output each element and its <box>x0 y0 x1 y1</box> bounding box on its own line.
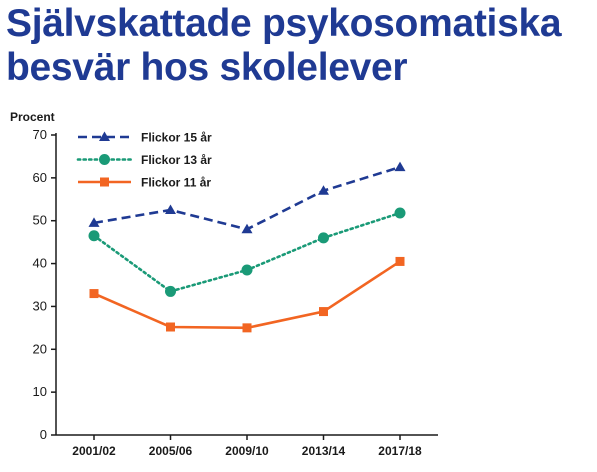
x-tick-label: 2005/06 <box>149 444 193 458</box>
y-tick-label: 10 <box>33 384 47 399</box>
series-line <box>93 165 401 231</box>
series-3 <box>89 256 405 333</box>
data-point <box>99 131 110 141</box>
data-point <box>318 232 329 244</box>
x-tick-label: 2013/14 <box>302 444 346 458</box>
data-point <box>394 161 406 172</box>
y-tick-label: 60 <box>33 170 47 185</box>
y-tick-label: 20 <box>33 341 47 356</box>
data-point <box>165 285 176 297</box>
y-tick-label: 50 <box>33 213 47 228</box>
legend-item: Flickor 15 år <box>78 131 212 145</box>
legend-label: Flickor 11 år <box>141 176 211 190</box>
data-point <box>319 307 328 317</box>
data-point <box>241 264 253 276</box>
data-point <box>166 322 175 332</box>
data-point <box>89 289 99 299</box>
data-point <box>88 217 100 227</box>
y-tick-label: 40 <box>33 256 47 271</box>
series-1 <box>88 161 406 234</box>
chart-title-line-1: Självskattade psykosomatiska <box>6 2 562 45</box>
x-tick-label: 2009/10 <box>225 444 269 458</box>
legend-item: Flickor 11 år <box>78 176 211 190</box>
y-tick-label: 30 <box>33 298 47 313</box>
data-point <box>395 256 405 266</box>
series-layer <box>88 161 406 333</box>
data-point <box>100 177 109 187</box>
y-tick-label: 0 <box>40 427 47 442</box>
data-point <box>241 223 253 234</box>
legend-item: Flickor 13 år <box>76 153 212 167</box>
axes: 0 10 20 30 40 50 60 70 2001/02 2005/06 2009/10 2013… <box>33 127 438 458</box>
data-point <box>99 154 110 165</box>
legend-label: Flickor 15 år <box>141 131 212 145</box>
chart-title: Självskattade psykosomatiska besvär hos … <box>6 2 562 90</box>
legend-label: Flickor 13 år <box>141 153 212 167</box>
x-tick-label: 2001/02 <box>72 444 116 458</box>
data-point <box>318 185 329 195</box>
y-tick-label: 70 <box>33 127 47 142</box>
data-point <box>88 230 100 242</box>
data-point <box>242 323 252 333</box>
x-tick-label: 2017/18 <box>378 444 422 458</box>
data-point <box>394 207 406 219</box>
chart-title-line-2: besvär hos skolelever <box>6 46 408 89</box>
legend: Flickor 15 år Flickor 13 år Flickor 11 år <box>76 131 212 190</box>
y-axis-label: Procent <box>10 110 55 124</box>
series-2 <box>88 207 406 297</box>
data-point <box>165 204 176 214</box>
